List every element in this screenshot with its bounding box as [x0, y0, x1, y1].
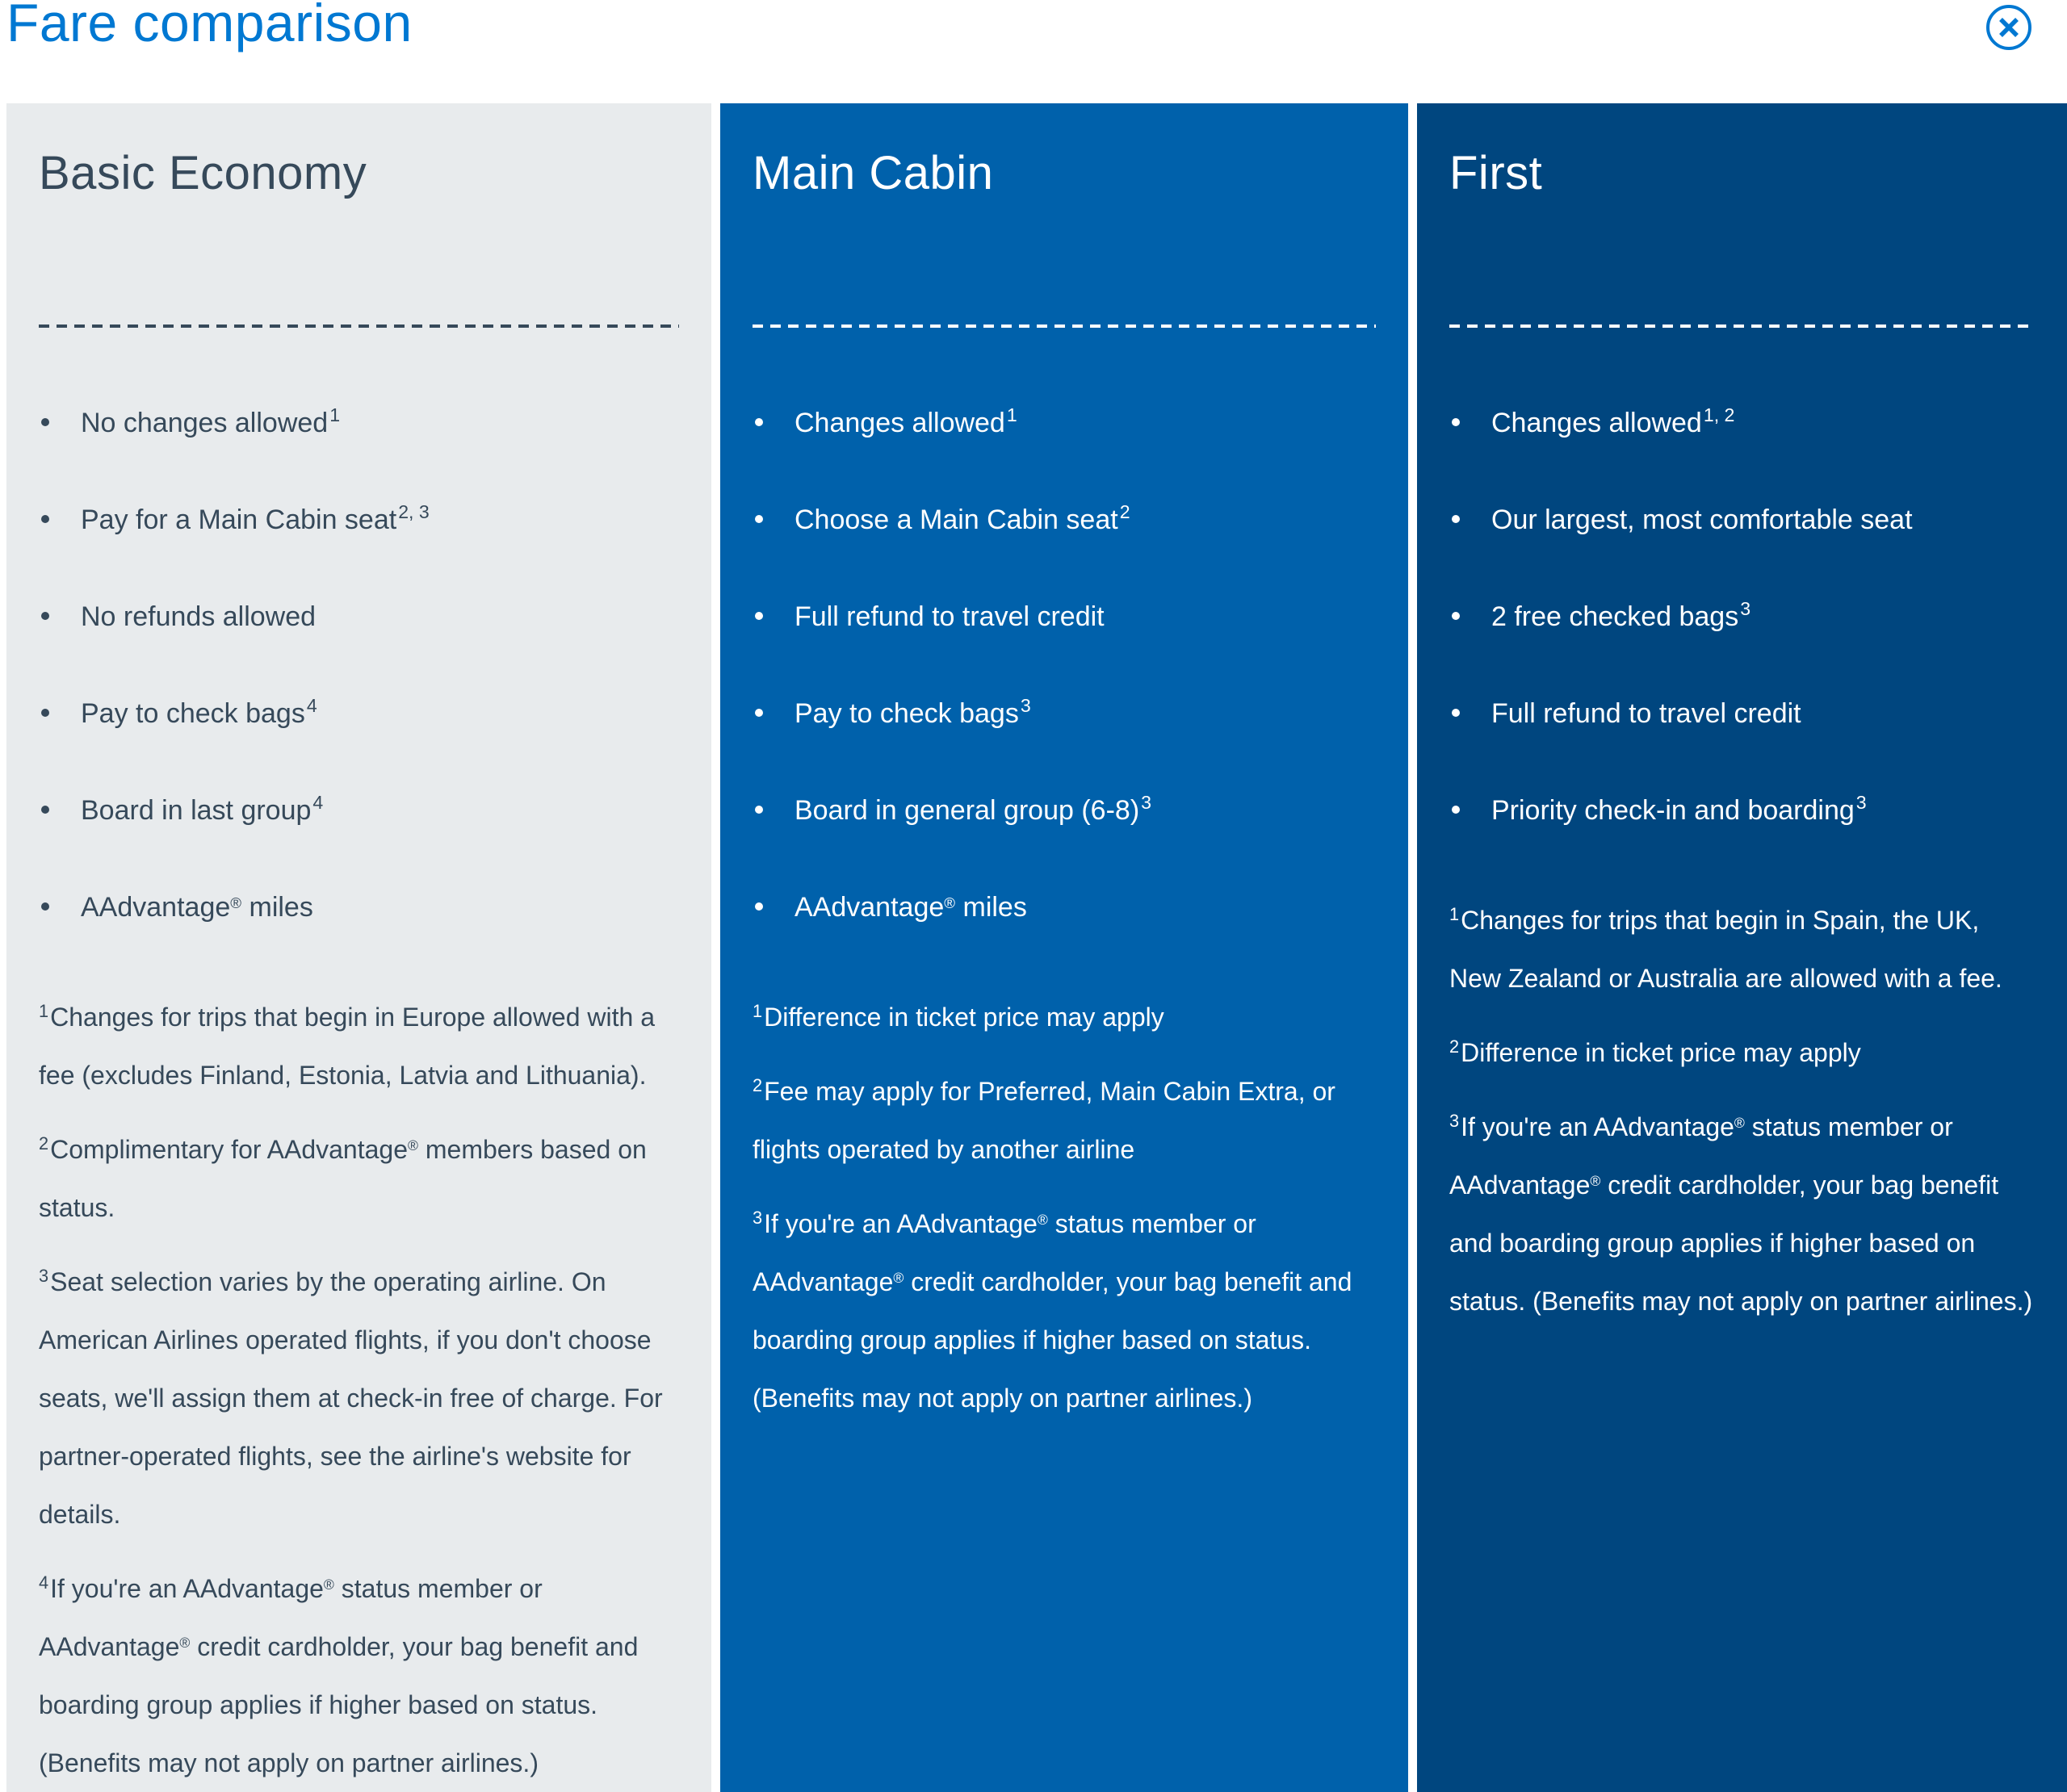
footnote-number: 3: [39, 1266, 49, 1287]
footnote-number: 3: [753, 1208, 763, 1229]
feature-list: Changes allowed1, 2 Our largest, most com…: [1449, 404, 2035, 827]
page-title: Fare comparison: [6, 0, 413, 52]
footnote: 2Complimentary for AAdvantage® members b…: [39, 1133, 647, 1222]
footnote-list: 1Difference in ticket price may apply 2Fe…: [753, 988, 1376, 1427]
fare-column-basic-economy: Basic Economy No changes allowed1 Pay for…: [6, 103, 711, 1792]
registered-mark: ®: [1734, 1115, 1745, 1132]
footnote-number: 1: [753, 1001, 763, 1022]
footnote-number: 2: [1449, 1036, 1460, 1057]
footnote-ref: 1, 2: [1703, 404, 1735, 426]
footnote: 1Changes for trips that begin in Spain, …: [1449, 904, 2002, 993]
registered-mark: ®: [944, 894, 956, 911]
footnote-ref: 3: [1141, 792, 1152, 814]
feature-list: Changes allowed1 Choose a Main Cabin seat…: [753, 404, 1376, 923]
footnote: 3If you're an AAdvantage® status member …: [1449, 1111, 2033, 1316]
footnote-list: 1Changes for trips that begin in Europe …: [39, 988, 679, 1792]
feature-item: Board in last group4: [39, 792, 679, 827]
feature-item: Changes allowed1, 2: [1449, 404, 2035, 439]
footnote-ref: 3: [1740, 598, 1751, 620]
footnote-number: 2: [39, 1133, 49, 1154]
footnote-number: 2: [753, 1075, 763, 1096]
dashed-divider: [39, 324, 679, 328]
fare-class-title: First: [1449, 147, 1543, 199]
feature-item: Our largest, most comfortable seat: [1449, 504, 2035, 536]
fare-class-title: Basic Economy: [39, 147, 367, 199]
footnote: 3Seat selection varies by the operating …: [39, 1266, 663, 1529]
feature-item: Full refund to travel credit: [753, 601, 1376, 633]
registered-mark: ®: [179, 1635, 191, 1652]
footnote-ref: 1: [329, 404, 341, 426]
modal-header: Fare comparison: [0, 0, 2067, 103]
feature-item: AAdvantage® miles: [753, 891, 1376, 923]
footnote-ref: 3: [1020, 695, 1031, 717]
fare-columns: Basic Economy No changes allowed1 Pay for…: [0, 103, 2067, 1792]
footnote-list: 1Changes for trips that begin in Spain, …: [1449, 891, 2035, 1330]
feature-item: No changes allowed1: [39, 404, 679, 439]
registered-mark: ®: [1590, 1173, 1601, 1190]
footnote-number: 4: [39, 1572, 49, 1593]
feature-item: Pay to check bags3: [753, 697, 1376, 730]
feature-item: Pay for a Main Cabin seat2, 3: [39, 501, 679, 536]
footnote-ref: 4: [306, 695, 317, 717]
feature-item: Changes allowed1: [753, 404, 1376, 439]
registered-mark: ®: [230, 894, 242, 911]
footnote: 2Difference in ticket price may apply: [1449, 1036, 1861, 1067]
feature-item: Board in general group (6-8)3: [753, 792, 1376, 827]
feature-item: AAdvantage® miles: [39, 891, 679, 923]
footnote-ref: 1: [1006, 404, 1017, 426]
feature-item: Pay to check bags4: [39, 697, 679, 730]
registered-mark: ®: [893, 1270, 904, 1287]
registered-mark: ®: [1037, 1212, 1048, 1229]
footnote-number: 3: [1449, 1111, 1460, 1132]
registered-mark: ®: [323, 1576, 334, 1593]
dashed-divider: [1449, 324, 2035, 328]
registered-mark: ®: [408, 1137, 418, 1154]
feature-item: Full refund to travel credit: [1449, 697, 2035, 730]
footnote-ref: 2: [1119, 501, 1130, 523]
feature-item: No refunds allowed: [39, 601, 679, 633]
footnote: 2Fee may apply for Preferred, Main Cabin…: [753, 1075, 1335, 1164]
footnote: 4If you're an AAdvantage® status member …: [39, 1572, 639, 1777]
footnote-ref: 3: [1855, 792, 1867, 814]
footnote-number: 1: [39, 1001, 49, 1022]
feature-list: No changes allowed1 Pay for a Main Cabin …: [39, 404, 679, 923]
feature-item: 2 free checked bags3: [1449, 598, 2035, 633]
circle-x-icon: [1986, 5, 2031, 50]
close-button[interactable]: [1985, 3, 2033, 52]
dashed-divider: [753, 324, 1376, 328]
footnote: 1Difference in ticket price may apply: [753, 1001, 1164, 1032]
fare-column-main-cabin: Main Cabin Changes allowed1 Choose a Main…: [720, 103, 1408, 1792]
fare-class-title: Main Cabin: [753, 147, 994, 199]
footnote-ref: 4: [312, 792, 324, 814]
footnote-number: 1: [1449, 904, 1460, 925]
footnote: 3If you're an AAdvantage® status member …: [753, 1208, 1352, 1413]
footnote: 1Changes for trips that begin in Europe …: [39, 1001, 655, 1090]
feature-item: Priority check-in and boarding3: [1449, 792, 2035, 827]
footnote-ref: 2, 3: [398, 501, 430, 523]
fare-column-first: First Changes allowed1, 2 Our largest, mo…: [1417, 103, 2067, 1792]
feature-item: Choose a Main Cabin seat2: [753, 501, 1376, 536]
